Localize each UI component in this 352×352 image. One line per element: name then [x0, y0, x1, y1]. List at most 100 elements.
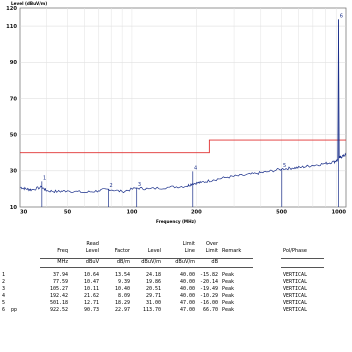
marker-label-1: 1	[43, 175, 46, 181]
cell-level: 19.86	[145, 279, 161, 285]
table-row: 3 105.27 10.11 10.40 20.51 40.00 -19.49 Peak VER…	[0, 286, 352, 293]
unit-level2: dBuV/m	[141, 259, 161, 265]
unit-factor: dB/m	[116, 259, 130, 265]
y-tick-label: 120	[6, 6, 17, 12]
header-over: Over	[205, 241, 218, 247]
cell-freq: 192.42	[49, 293, 68, 299]
y-tick-label: 70	[10, 96, 18, 102]
marker-label-3: 3	[138, 182, 141, 188]
x-tick-label: 50	[64, 210, 72, 216]
unit-limit: dB	[211, 259, 218, 265]
cell-pol: VERTICAL	[283, 279, 308, 285]
cell-factor: 22.97	[114, 307, 130, 313]
cell-line: 40.00	[179, 279, 195, 285]
header-rule-top-pol	[281, 258, 324, 259]
level-trace	[19, 19, 347, 194]
header-rule-top	[40, 258, 253, 259]
y-tick-label: 110	[6, 24, 17, 30]
cell-freq: 37.94	[52, 272, 68, 278]
cell-idx: 3	[2, 286, 6, 292]
table-row: 6 pp 922.52 90.73 22.97 113.70 47.00 66.70 Peak V…	[0, 307, 352, 314]
x-tick-label: 1000	[332, 210, 347, 216]
cell-line: 40.00	[179, 293, 195, 299]
table-header-top: Read Limit Over	[0, 241, 352, 248]
cell-over: -15.82	[199, 272, 218, 278]
marker-label-6: 6	[340, 13, 343, 19]
table-row: 1 37.94 10.64 13.54 24.18 40.00 -15.82 Peak VERT…	[0, 272, 352, 279]
cell-pol: VERTICAL	[283, 293, 308, 299]
y-tick-label: 10	[10, 205, 18, 211]
cell-read: 12.71	[83, 300, 99, 306]
header-limit-top: Limit	[182, 241, 195, 247]
header-limit: Limit	[205, 248, 218, 254]
header-factor: Factor	[114, 248, 130, 254]
cell-level: 24.18	[145, 272, 161, 278]
cell-read: 10.64	[83, 272, 99, 278]
cell-line: 40.00	[179, 272, 195, 278]
cell-read: 21.62	[83, 293, 99, 299]
cell-pol: VERTICAL	[283, 300, 308, 306]
header-freq: Freq	[57, 248, 68, 254]
x-axis-label: Frequency (MHz)	[156, 219, 196, 224]
cell-read: 10.11	[83, 286, 99, 292]
header-rule-bottom	[40, 267, 253, 268]
cell-idx: 1	[2, 272, 6, 278]
y-tick-label: 90	[10, 60, 18, 66]
cell-over: -20.14	[199, 279, 218, 285]
table-row: 2 77.59 10.47 9.39 19.86 40.00 -20.14 Peak VERTI…	[0, 279, 352, 286]
cell-remark: Peak	[222, 286, 235, 292]
cell-factor: 9.39	[117, 279, 130, 285]
header-level2: Level	[147, 248, 161, 254]
x-tick-label: 30	[20, 210, 28, 216]
marker-label-5: 5	[283, 163, 286, 169]
unit-freq: MHz	[57, 259, 68, 265]
cell-remark: Peak	[222, 279, 235, 285]
cell-freq: 105.27	[49, 286, 68, 292]
cell-pol: VERTICAL	[283, 286, 308, 292]
cell-remark: Peak	[222, 293, 235, 299]
cell-line: 47.00	[179, 300, 195, 306]
header-remark: Remark	[222, 248, 242, 254]
x-tick-label: 500	[276, 210, 287, 216]
cell-over: 66.70	[202, 307, 218, 313]
cell-level: 113.70	[142, 307, 161, 313]
cell-remark: Peak	[222, 307, 235, 313]
table-units: MHz dBuV dB/m dBuV/m dBuV/m dB	[0, 259, 352, 266]
cell-read: 10.47	[83, 279, 99, 285]
header-read: Read	[86, 241, 99, 247]
header-polphase: Pol/Phase	[283, 248, 307, 254]
plot-frame	[19, 7, 347, 208]
table-row: 5 501.18 12.71 18.29 31.00 47.00 -16.00 Peak VER…	[0, 300, 352, 307]
cell-idx: 4	[2, 293, 6, 299]
limit-line	[20, 139, 346, 154]
x-tick-label: 100	[127, 210, 138, 216]
cell-read: 90.73	[83, 307, 99, 313]
header-line: Line	[184, 248, 195, 254]
results-table: Read Limit Over Freq Level Factor Level …	[0, 241, 352, 352]
cell-level: 31.00	[145, 300, 161, 306]
cell-pol: VERTICAL	[283, 307, 308, 313]
cell-line: 47.00	[179, 307, 195, 313]
cell-factor: 18.29	[114, 300, 130, 306]
cell-pol: VERTICAL	[283, 272, 308, 278]
header-rule-bottom-pol	[281, 267, 324, 268]
cell-factor: 10.40	[114, 286, 130, 292]
cell-level: 20.51	[145, 286, 161, 292]
y-axis-label: Level (dBuV/m)	[11, 1, 48, 6]
cell-over: -10.29	[199, 293, 218, 299]
unit-line: dBuV/m	[175, 259, 195, 265]
y-tick-label: 30	[10, 169, 18, 175]
cell-factor: 8.09	[117, 293, 130, 299]
x-tick-label: 200	[191, 210, 202, 216]
cell-factor: 13.54	[114, 272, 130, 278]
cell-idx: 2	[2, 279, 6, 285]
table-header: Freq Level Factor Level Line Limit Remar…	[0, 248, 352, 255]
cell-idx: 5	[2, 300, 6, 306]
cell-freq: 501.18	[49, 300, 68, 306]
y-tick-label: 50	[10, 132, 18, 138]
header-level: Level	[85, 248, 99, 254]
cell-freq: 922.52	[49, 307, 68, 313]
cell-pp: pp	[11, 307, 18, 313]
cell-level: 29.71	[145, 293, 161, 299]
